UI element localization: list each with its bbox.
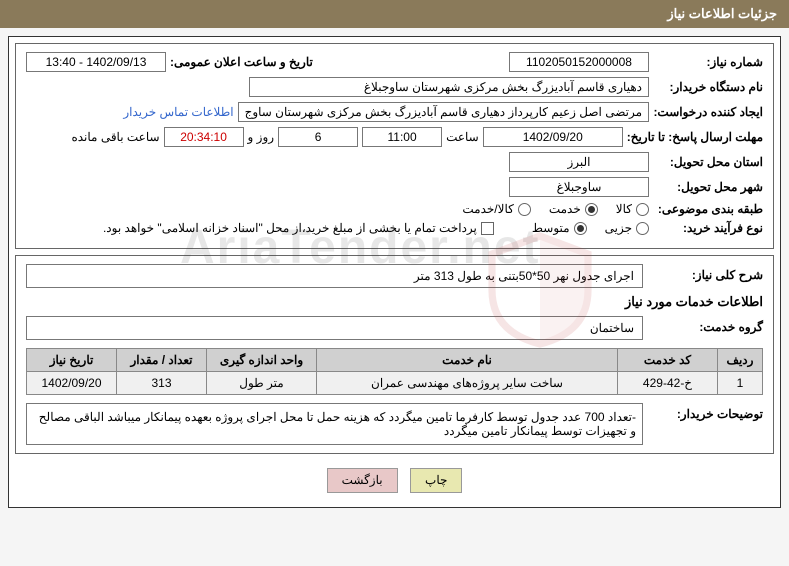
radio-icon — [518, 203, 531, 216]
row-process: نوع فرآیند خرید: جزیی متوسط پرداخت تمام … — [26, 221, 763, 235]
province-label: استان محل تحویل: — [653, 155, 763, 169]
row-need-number: شماره نیاز: 1102050152000008 تاریخ و ساع… — [26, 52, 763, 72]
th-name: نام خدمت — [317, 349, 618, 372]
page-title: جزئیات اطلاعات نیاز — [667, 6, 777, 21]
print-button[interactable]: چاپ — [410, 468, 462, 493]
days-remaining: 6 — [278, 127, 358, 147]
th-date: تاریخ نیاز — [27, 349, 117, 372]
need-number-label: شماره نیاز: — [653, 55, 763, 69]
cell-code: خ-42-429 — [618, 372, 718, 395]
deadline-label: مهلت ارسال پاسخ: تا تاریخ: — [627, 130, 763, 144]
city-value: ساوجبلاغ — [509, 177, 649, 197]
services-table: ردیف کد خدمت نام خدمت واحد اندازه گیری ت… — [26, 348, 763, 395]
radio-partial[interactable]: جزیی — [605, 221, 649, 235]
cell-name: ساخت سایر پروژه‌های مهندسی عمران — [317, 372, 618, 395]
announce-value: 1402/09/13 - 13:40 — [26, 52, 166, 72]
time-label: ساعت — [446, 130, 479, 144]
service-group-label: گروه خدمت: — [653, 316, 763, 334]
service-group-value: ساختمان — [26, 316, 643, 340]
description-value: اجرای جدول نهر 50*50بتنی به طول 313 متر — [26, 264, 643, 288]
row-requester: ایجاد کننده درخواست: مرتضی اصل زعیم کارپ… — [26, 102, 763, 122]
contact-buyer-link[interactable]: اطلاعات تماس خریدار — [123, 105, 233, 119]
row-province: استان محل تحویل: البرز — [26, 152, 763, 172]
radio-goods[interactable]: کالا — [616, 202, 649, 216]
table-row: 1 خ-42-429 ساخت سایر پروژه‌های مهندسی عم… — [27, 372, 763, 395]
city-label: شهر محل تحویل: — [653, 180, 763, 194]
days-label: روز و — [248, 130, 275, 144]
process-radio-group: جزیی متوسط — [532, 221, 649, 235]
radio-goods-service-label: کالا/خدمت — [462, 202, 513, 216]
services-section-title: اطلاعات خدمات مورد نیاز — [26, 294, 763, 310]
payment-note: پرداخت تمام یا بخشی از مبلغ خرید،از محل … — [103, 221, 477, 235]
cell-unit: متر طول — [207, 372, 317, 395]
row-city: شهر محل تحویل: ساوجبلاغ — [26, 177, 763, 197]
th-unit: واحد اندازه گیری — [207, 349, 317, 372]
deadline-date: 1402/09/20 — [483, 127, 623, 147]
category-label: طبقه بندی موضوعی: — [653, 202, 763, 216]
th-row: ردیف — [718, 349, 763, 372]
radio-medium[interactable]: متوسط — [532, 221, 587, 235]
cell-qty: 313 — [117, 372, 207, 395]
description-label: شرح کلی نیاز: — [653, 264, 763, 282]
radio-icon — [585, 203, 598, 216]
button-row: چاپ بازگشت — [15, 460, 774, 501]
page-header: جزئیات اطلاعات نیاز — [0, 0, 789, 28]
time-remaining: 20:34:10 — [164, 127, 244, 147]
th-qty: تعداد / مقدار — [117, 349, 207, 372]
payment-checkbox[interactable] — [481, 222, 494, 235]
radio-goods-label: کالا — [616, 202, 632, 216]
announce-label: تاریخ و ساعت اعلان عمومی: — [170, 55, 313, 69]
row-buyer-notes: توضیحات خریدار: -تعداد 700 عدد جدول توسط… — [26, 403, 763, 445]
deadline-time: 11:00 — [362, 127, 442, 147]
row-description: شرح کلی نیاز: اجرای جدول نهر 50*50بتنی ب… — [26, 264, 763, 288]
category-radio-group: کالا خدمت کالا/خدمت — [462, 202, 649, 216]
need-number-value: 1102050152000008 — [509, 52, 649, 72]
requester-value: مرتضی اصل زعیم کارپرداز دهیاری قاسم آباد… — [238, 102, 649, 122]
row-buyer-org: نام دستگاه خریدار: دهیاری قاسم آبادیزرگ … — [26, 77, 763, 97]
province-value: البرز — [509, 152, 649, 172]
cell-num: 1 — [718, 372, 763, 395]
remaining-label: ساعت باقی مانده — [71, 130, 159, 144]
radio-icon — [574, 222, 587, 235]
th-code: کد خدمت — [618, 349, 718, 372]
buyer-notes-value: -تعداد 700 عدد جدول توسط کارفرما تامین م… — [26, 403, 643, 445]
radio-partial-label: جزیی — [605, 221, 632, 235]
radio-goods-service[interactable]: کالا/خدمت — [462, 202, 530, 216]
buyer-notes-label: توضیحات خریدار: — [653, 403, 763, 421]
buyer-org-value: دهیاری قاسم آبادیزرگ بخش مرکزی شهرستان س… — [249, 77, 649, 97]
radio-icon — [636, 203, 649, 216]
row-category: طبقه بندی موضوعی: کالا خدمت کالا/خدمت — [26, 202, 763, 216]
radio-medium-label: متوسط — [532, 221, 570, 235]
detail-panel: شرح کلی نیاز: اجرای جدول نهر 50*50بتنی ب… — [15, 255, 774, 454]
back-button[interactable]: بازگشت — [327, 468, 398, 493]
row-service-group: گروه خدمت: ساختمان — [26, 316, 763, 340]
radio-service-label: خدمت — [549, 202, 581, 216]
table-header-row: ردیف کد خدمت نام خدمت واحد اندازه گیری ت… — [27, 349, 763, 372]
info-panel: شماره نیاز: 1102050152000008 تاریخ و ساع… — [15, 43, 774, 249]
radio-icon — [636, 222, 649, 235]
radio-service[interactable]: خدمت — [549, 202, 598, 216]
main-container: شماره نیاز: 1102050152000008 تاریخ و ساع… — [8, 36, 781, 508]
requester-label: ایجاد کننده درخواست: — [653, 105, 763, 119]
process-label: نوع فرآیند خرید: — [653, 221, 763, 235]
row-deadline: مهلت ارسال پاسخ: تا تاریخ: 1402/09/20 سا… — [26, 127, 763, 147]
cell-date: 1402/09/20 — [27, 372, 117, 395]
buyer-org-label: نام دستگاه خریدار: — [653, 80, 763, 94]
